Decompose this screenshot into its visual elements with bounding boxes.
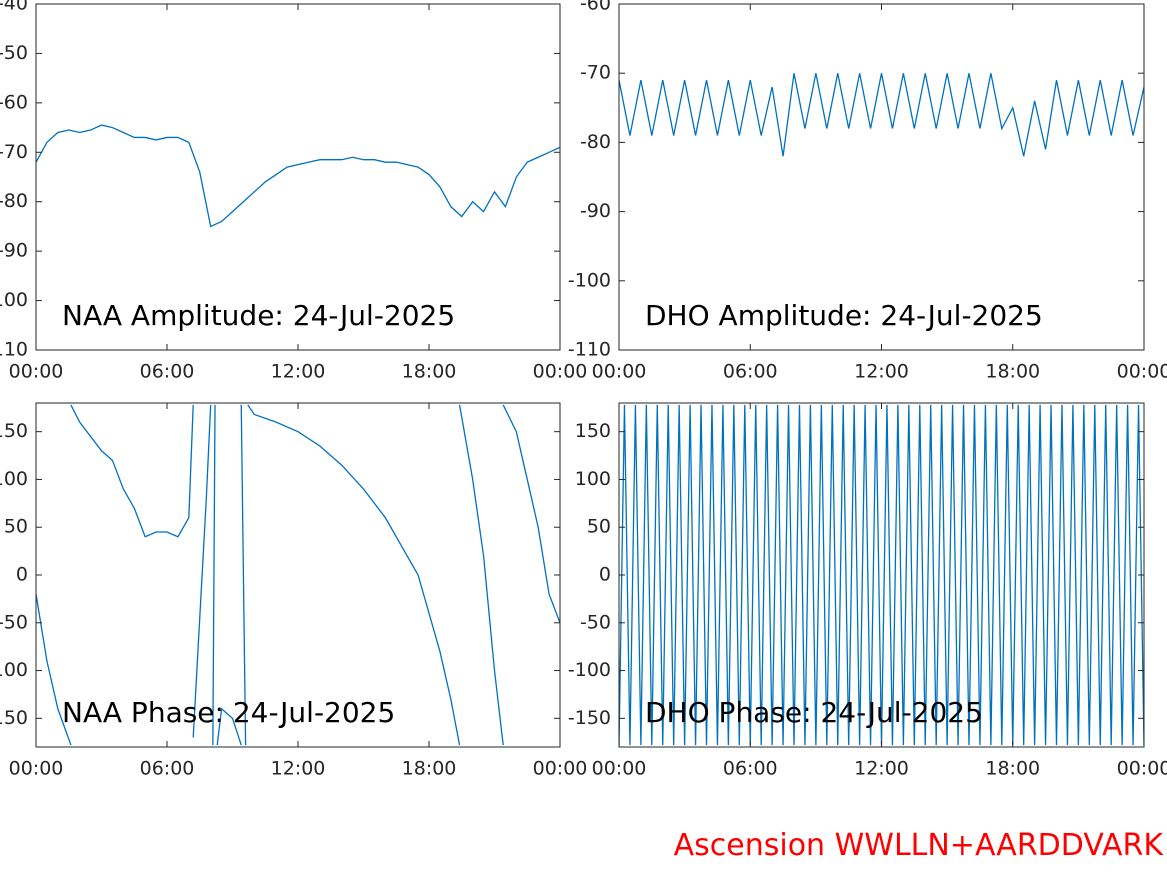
x-tick-label: 00:00	[592, 758, 647, 780]
y-tick-label: 100	[0, 468, 28, 490]
plot-area	[36, 403, 560, 747]
x-tick-label: 00:00	[1117, 361, 1167, 383]
y-tick-label: -80	[0, 190, 28, 212]
y-tick-label: 0	[599, 564, 611, 586]
axes-frame	[35, 3, 561, 351]
x-tick-label: 00:00	[1117, 758, 1167, 780]
x-tick-label: 12:00	[854, 758, 909, 780]
x-tick-label: 00:00	[533, 361, 588, 383]
panel-title: DHO Amplitude: 24-Jul-2025	[645, 299, 1043, 332]
x-tick-label: 00:00	[9, 758, 64, 780]
y-tick-label: -90	[580, 200, 611, 222]
panel-title: NAA Phase: 24-Jul-2025	[62, 696, 395, 729]
x-tick-label: 06:00	[723, 361, 778, 383]
x-tick-label: 18:00	[985, 758, 1040, 780]
panel-title: DHO Phase: 24-Jul-2025	[645, 696, 983, 729]
axes-frame	[35, 402, 561, 748]
y-tick-label: -50	[0, 42, 28, 64]
y-tick-label: -80	[580, 131, 611, 153]
y-tick-label: -50	[580, 611, 611, 633]
panel: -40-50-60-70-80-90-100-11000:0006:0012:0…	[0, 0, 587, 383]
y-tick-label: 150	[0, 420, 28, 442]
y-tick-label: -100	[0, 659, 28, 681]
axes-frame	[618, 3, 1145, 351]
y-tick-label: -50	[0, 611, 28, 633]
y-tick-label: -90	[0, 240, 28, 262]
y-tick-label: -60	[0, 91, 28, 113]
data-layer	[36, 404, 560, 746]
x-tick-label: 12:00	[271, 361, 326, 383]
y-tick-label: -150	[0, 707, 28, 729]
x-tick-label: 00:00	[9, 361, 64, 383]
x-tick-label: 18:00	[402, 758, 457, 780]
y-tick-label: -70	[580, 62, 611, 84]
y-tick-label: 150	[575, 420, 611, 442]
data-line	[619, 73, 1144, 157]
panel: 150 100 50 0 -50 -100 -150 00:00 06:00 12:00 18:00…	[0, 402, 588, 780]
y-tick-label: 50	[4, 516, 28, 538]
caption: Ascension WWLLN+AARDDVARK	[674, 828, 1165, 863]
y-tick-label: 0	[16, 564, 28, 586]
y-tick-label: -110	[0, 339, 28, 361]
data-line	[36, 124, 560, 228]
y-tick-label: -100	[0, 289, 28, 311]
y-tick-label: -110	[568, 339, 611, 361]
x-tick-label: 06:00	[723, 758, 778, 780]
x-tick-label: 18:00	[402, 361, 457, 383]
data-layer	[619, 73, 1144, 157]
y-tick-label: -40	[0, 0, 28, 15]
axes-frame	[618, 402, 1145, 748]
y-tick-label: -150	[568, 707, 611, 729]
y-tick-label: -100	[568, 659, 611, 681]
plot-area	[36, 4, 560, 350]
x-tick-label: 06:00	[140, 758, 195, 780]
x-tick-label: 18:00	[985, 361, 1040, 383]
data-layer	[36, 124, 560, 228]
x-tick-label: 06:00	[140, 361, 195, 383]
x-tick-label: 12:00	[271, 758, 326, 780]
plot-area	[619, 4, 1144, 350]
plot-area	[619, 403, 1144, 747]
panel-title: NAA Amplitude: 24-Jul-2025	[62, 299, 455, 332]
x-tick-label: 00:00	[592, 361, 647, 383]
x-tick-label: 12:00	[854, 361, 909, 383]
y-tick-label: -100	[568, 269, 611, 291]
y-tick-label: -60	[580, 0, 611, 15]
y-tick-label: -70	[0, 141, 28, 163]
y-tick-label: 100	[575, 468, 611, 490]
y-tick-label: 50	[587, 516, 611, 538]
x-tick-label: 00:00	[533, 758, 588, 780]
panel: 150 100 50 0 -50 -100 -150 00:00 06:00 12:00 18:00…	[568, 402, 1167, 780]
data-line	[36, 404, 560, 746]
